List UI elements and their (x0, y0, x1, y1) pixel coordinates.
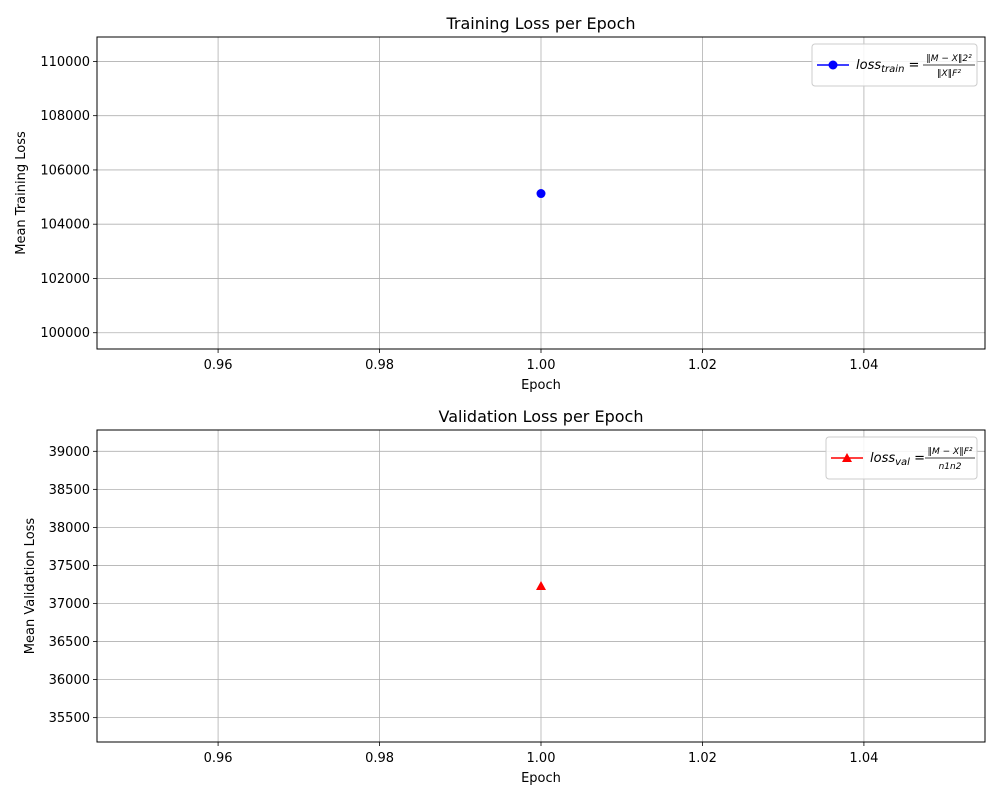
y-tick-label: 100000 (40, 326, 90, 341)
y-tick-label: 36500 (49, 635, 90, 650)
x-tick-label: 1.00 (527, 751, 556, 766)
y-tick-label: 37500 (49, 559, 90, 574)
y-axis-label: Mean Training Loss (14, 131, 29, 255)
legend-label: lossval = (870, 451, 925, 468)
legend-frame (825, 436, 978, 480)
y-tick-label: 36000 (49, 673, 90, 688)
x-tick-label: 0.98 (365, 358, 394, 373)
chart-title: Validation Loss per Epoch (439, 407, 644, 426)
axes-frame (96, 36, 986, 350)
legend-denominator: ‖X‖F² (937, 69, 961, 79)
y-tick-label: 102000 (40, 272, 90, 287)
x-tick-label: 0.96 (204, 751, 233, 766)
chart-title: Training Loss per Epoch (445, 14, 635, 33)
legend: lossval = ‖M − X‖F² n1n2 (825, 436, 978, 480)
legend-marker (842, 453, 852, 462)
y-tick-label: 38000 (49, 521, 90, 536)
data-point (536, 581, 546, 590)
x-axis-label: Epoch (521, 771, 561, 786)
y-tick-label: 35500 (49, 711, 90, 726)
x-tick-label: 1.00 (527, 358, 556, 373)
legend-frame (811, 43, 978, 87)
chart-2: Validation Loss per Epoch 0.96 0.98 1.00 1.0… (23, 407, 986, 786)
legend: losstrain = ‖M − X‖2² ‖X‖F² (811, 43, 978, 87)
y-tick-label: 108000 (40, 109, 90, 124)
y-tick-label: 104000 (40, 218, 90, 233)
y-tick-label: 110000 (40, 55, 90, 70)
legend-numerator: ‖M − X‖F² (928, 447, 973, 457)
x-tick-label: 1.04 (849, 751, 878, 766)
data-point (536, 189, 546, 199)
x-tick-label: 1.02 (688, 358, 717, 373)
x-tick-label: 0.96 (204, 358, 233, 373)
y-tick-label: 39000 (49, 445, 90, 460)
x-tick-label: 1.04 (849, 358, 878, 373)
legend-marker (828, 60, 838, 70)
legend-numerator: ‖M − X‖2² (926, 54, 972, 64)
y-tick-label: 37000 (49, 597, 90, 612)
x-axis-label: Epoch (521, 378, 561, 393)
y-axis-label: Mean Validation Loss (23, 518, 38, 655)
legend-denominator: n1n2 (939, 462, 962, 472)
chart-1: Training Loss per Epoch 0.96 0.98 1.00 1.02 1… (14, 14, 986, 393)
x-tick-label: 1.02 (688, 751, 717, 766)
y-tick-label: 38500 (49, 483, 90, 498)
y-tick-label: 106000 (40, 163, 90, 178)
axes-frame (96, 429, 986, 743)
legend-label: losstrain = (856, 58, 919, 75)
x-tick-label: 0.98 (365, 751, 394, 766)
